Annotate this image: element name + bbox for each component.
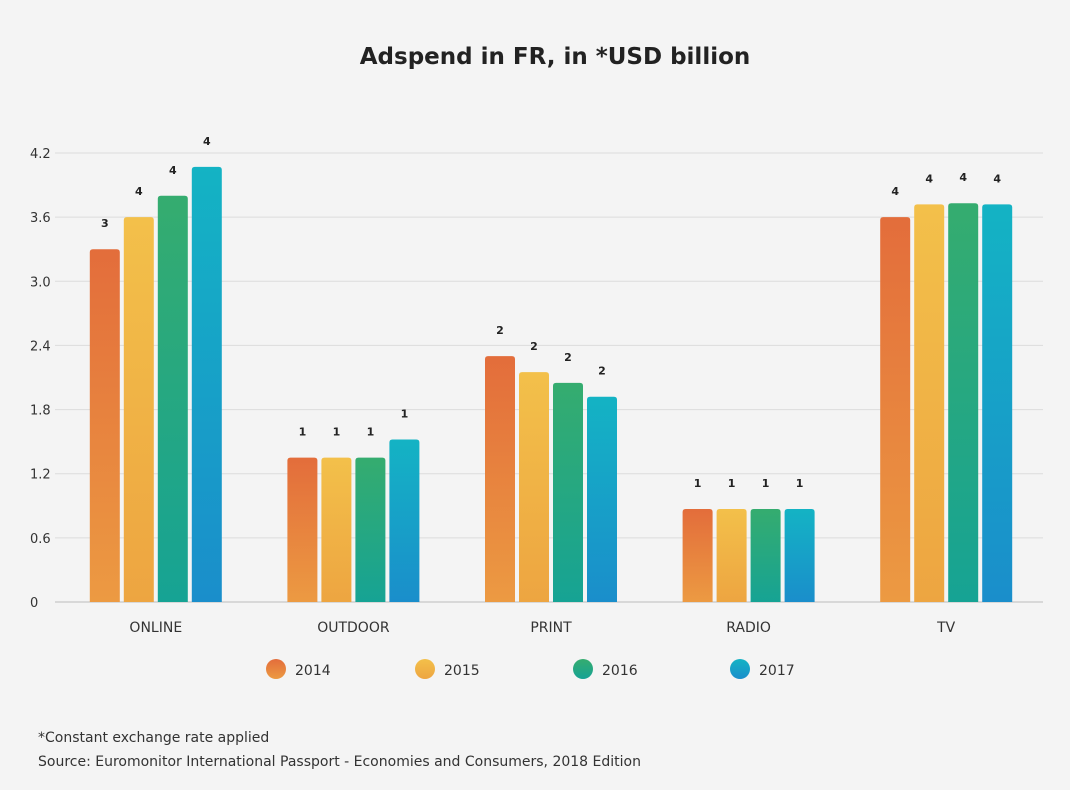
- y-tick-label: 3.6: [30, 211, 51, 226]
- bar-radio-2016: [750, 508, 781, 602]
- bar-print-2017: [587, 396, 617, 602]
- y-tick-label: 0.6: [30, 532, 51, 547]
- legend-label: 2016: [602, 663, 638, 679]
- legend-swatch: [415, 659, 435, 679]
- data-label: 2: [530, 340, 538, 353]
- legend-item-2016: 2016: [573, 659, 638, 679]
- bar-tv-2016: [948, 203, 979, 602]
- data-label: 2: [564, 351, 572, 364]
- data-label: 1: [333, 426, 341, 439]
- x-category-label: ONLINE: [129, 620, 182, 636]
- bar-radio-2015: [716, 508, 747, 602]
- legend-swatch: [266, 659, 286, 679]
- legend-item-2014: 2014: [266, 659, 331, 679]
- data-label: 4: [203, 135, 211, 148]
- data-label: 1: [762, 477, 770, 490]
- bar-tv-2017: [982, 204, 1013, 603]
- data-label: 4: [169, 164, 177, 177]
- y-tick-label: 1.8: [30, 404, 51, 419]
- data-label: 1: [728, 477, 736, 490]
- data-label: 4: [925, 172, 933, 185]
- footnote-source: Source: Euromonitor International Passpo…: [38, 754, 641, 770]
- data-labels: 3 4 4 4 1 1 1 1 2 2 2 2 1 1 1 1 4 4 4 4: [101, 135, 1001, 490]
- x-category-label: TV: [936, 620, 956, 636]
- data-label: 1: [299, 426, 307, 439]
- x-axis-categories: ONLINE OUTDOOR PRINT RADIO TV: [129, 620, 955, 636]
- bar-outdoor-2015: [321, 457, 352, 602]
- y-tick-label: 0: [30, 596, 38, 611]
- y-tick-label: 3.0: [30, 275, 51, 290]
- x-category-label: RADIO: [726, 620, 771, 636]
- data-label: 2: [598, 365, 606, 378]
- footnote: *Constant exchange rate applied Source: …: [38, 726, 641, 774]
- y-tick-label: 1.2: [30, 468, 51, 483]
- bar-online-2014: [89, 249, 120, 602]
- data-label: 1: [694, 477, 702, 490]
- chart-title: Adspend in FR, in *USD billion: [359, 44, 751, 70]
- y-tick-label: 4.2: [30, 147, 51, 162]
- bar-outdoor-2016: [355, 457, 386, 602]
- bar-radio-2017: [784, 508, 815, 602]
- bar-tv-2014: [880, 217, 911, 602]
- data-label: 1: [401, 408, 409, 421]
- data-label: 4: [959, 171, 967, 184]
- data-label: 1: [367, 426, 375, 439]
- legend-label: 2014: [295, 663, 331, 679]
- bars: [89, 166, 1013, 603]
- legend-item-2015: 2015: [415, 659, 480, 679]
- bar-tv-2015: [914, 204, 945, 603]
- legend-swatch: [573, 659, 593, 679]
- legend-swatch: [730, 659, 750, 679]
- x-category-label: OUTDOOR: [317, 620, 390, 636]
- data-label: 4: [993, 172, 1001, 185]
- bar-online-2016: [157, 195, 188, 602]
- bar-print-2015: [519, 372, 549, 602]
- data-label: 3: [101, 217, 109, 230]
- legend-item-2017: 2017: [730, 659, 795, 679]
- y-axis-ticks: 0 0.6 1.2 1.8 2.4 3.0 3.6 4.2: [30, 147, 51, 611]
- bar-online-2015: [123, 217, 154, 602]
- bar-radio-2014: [682, 508, 713, 602]
- bar-print-2014: [485, 356, 515, 602]
- legend-label: 2017: [759, 663, 795, 679]
- bar-outdoor-2017: [389, 439, 420, 602]
- data-label: 4: [891, 185, 899, 198]
- bar-outdoor-2014: [287, 457, 318, 602]
- data-label: 4: [135, 185, 143, 198]
- y-tick-label: 2.4: [30, 339, 51, 354]
- data-label: 2: [496, 324, 504, 337]
- legend: 2014 2015 2016 2017: [266, 659, 795, 679]
- bar-online-2017: [191, 166, 222, 602]
- footnote-note: *Constant exchange rate applied: [38, 730, 270, 746]
- x-category-label: PRINT: [530, 620, 572, 636]
- data-label: 1: [796, 477, 804, 490]
- bar-print-2016: [553, 382, 583, 602]
- legend-label: 2015: [444, 663, 480, 679]
